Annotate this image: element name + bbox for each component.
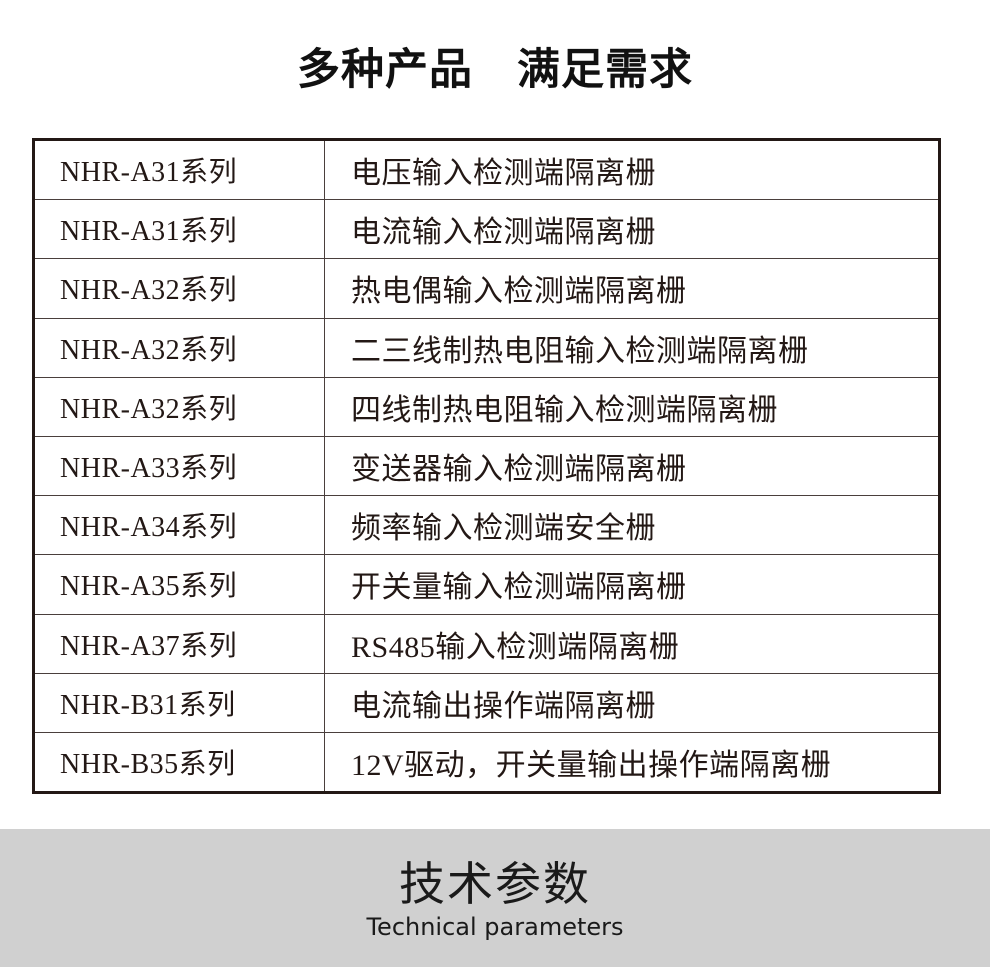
cell-model: NHR-A32系列 (35, 318, 325, 377)
cell-model: NHR-B31系列 (35, 673, 325, 732)
cell-description: 变送器输入检测端隔离栅 (351, 453, 687, 487)
table-row: NHR-A31系列 电流输入检测端隔离栅 (35, 200, 938, 260)
table-row: NHR-A32系列 热电偶输入检测端隔离栅 (35, 259, 938, 319)
cell-description: 开关量输入检测端隔离栅 (351, 571, 687, 605)
cell-description: 频率输入检测端安全栅 (351, 512, 656, 546)
cell-model: NHR-A35系列 (35, 555, 325, 614)
footer-title-english: Technical parameters (366, 913, 624, 941)
cell-description: 电压输入检测端隔离栅 (351, 157, 656, 191)
cell-model: NHR-A34系列 (35, 496, 325, 555)
table-row: NHR-A35系列 开关量输入检测端隔离栅 (35, 555, 938, 615)
cell-model: NHR-A32系列 (35, 377, 325, 436)
cell-description: 电流输出操作端隔离栅 (351, 689, 656, 723)
table-row: NHR-A37系列 RS485输入检测端隔离栅 (35, 614, 938, 674)
cell-description: 热电偶输入检测端隔离栅 (351, 275, 687, 309)
table-row: NHR-A34系列 频率输入检测端安全栅 (35, 496, 938, 556)
cell-description: 二三线制热电阻输入检测端隔离栅 (351, 334, 809, 368)
section-footer-banner: 技术参数 Technical parameters (0, 829, 990, 967)
cell-model: NHR-A31系列 (35, 200, 325, 259)
table-row: NHR-B31系列 电流输出操作端隔离栅 (35, 673, 938, 733)
cell-description: 12V驱动，开关量输出操作端隔离栅 (351, 748, 832, 782)
table-row: NHR-A32系列 四线制热电阻输入检测端隔离栅 (35, 377, 938, 437)
table-row: NHR-A31系列 电压输入检测端隔离栅 (35, 141, 938, 201)
product-table: NHR-A31系列 电压输入检测端隔离栅 NHR-A31系列 电流输入检测端隔离… (32, 138, 941, 794)
table-row: NHR-A32系列 二三线制热电阻输入检测端隔离栅 (35, 318, 938, 378)
cell-model: NHR-A31系列 (35, 141, 325, 200)
footer-title-chinese: 技术参数 (399, 857, 591, 911)
cell-model: NHR-B35系列 (35, 732, 325, 792)
table-row: NHR-A33系列 变送器输入检测端隔离栅 (35, 436, 938, 497)
cell-description: 四线制热电阻输入检测端隔离栅 (351, 393, 778, 427)
cell-model: NHR-A33系列 (35, 436, 325, 496)
page-title: 多种产品 满足需求 (297, 45, 693, 95)
cell-model: NHR-A32系列 (35, 259, 325, 318)
cell-model: NHR-A37系列 (35, 614, 325, 673)
table-row: NHR-B35系列 12V驱动，开关量输出操作端隔离栅 (35, 732, 938, 792)
cell-description: RS485输入检测端隔离栅 (351, 630, 680, 664)
cell-description: 电流输入检测端隔离栅 (351, 216, 656, 250)
